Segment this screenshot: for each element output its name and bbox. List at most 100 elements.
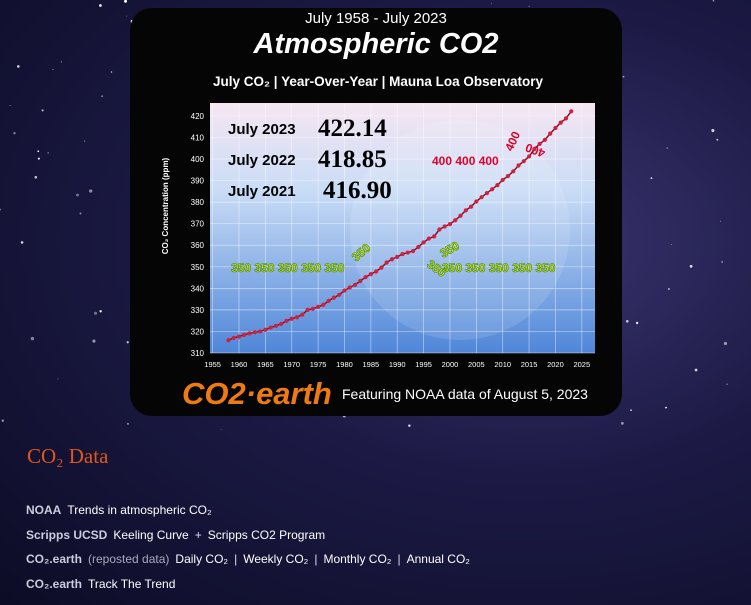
link[interactable]: Keeling Curve	[113, 528, 189, 542]
star	[721, 261, 724, 263]
chart-footer: Featuring NOAA data of August 5, 2023	[342, 386, 588, 402]
data-point	[458, 213, 463, 218]
star	[99, 4, 102, 7]
star	[94, 311, 98, 315]
link-row: Scripps UCSD Keeling Curve + Scripps CO2 Pr…	[22, 528, 325, 542]
star	[126, 422, 129, 425]
star	[694, 368, 698, 372]
data-point	[453, 218, 458, 223]
annotation: 350 350 350 350 350	[231, 261, 345, 275]
data-point	[368, 272, 373, 277]
chart-supertitle: July 1958 - July 2023	[305, 10, 447, 27]
y-tick-label: 310	[191, 349, 205, 358]
data-point	[337, 292, 342, 297]
x-tick-label: 1970	[283, 360, 300, 369]
x-tick-label: 1995	[415, 360, 432, 369]
star	[101, 95, 104, 98]
separator: |	[234, 552, 238, 566]
data-point	[374, 269, 379, 274]
star	[52, 68, 54, 70]
data-point	[537, 141, 542, 147]
highlight-label: July 2022	[228, 152, 296, 169]
data-point	[432, 234, 437, 239]
data-point	[305, 307, 310, 312]
link-row: NOAA Trends in atmospheric CO₂	[22, 503, 212, 517]
data-point	[363, 275, 368, 280]
data-point	[474, 199, 479, 204]
x-tick-label: 1990	[389, 360, 406, 369]
star	[30, 336, 35, 341]
data-point	[294, 315, 300, 320]
data-point	[463, 208, 468, 213]
link[interactable]: Monthly CO₂	[323, 552, 392, 566]
x-tick-label: 2000	[442, 360, 459, 369]
link[interactable]: Daily CO₂	[175, 552, 229, 566]
data-point	[321, 302, 326, 307]
link[interactable]: Scripps CO2 Program	[207, 528, 326, 542]
data-point	[331, 295, 337, 300]
data-point	[310, 306, 315, 311]
data-point	[532, 147, 537, 152]
x-tick-label: 2020	[547, 360, 564, 369]
data-point	[447, 222, 453, 227]
y-tick-label: 400	[191, 155, 205, 164]
source-label: NOAA	[26, 503, 62, 517]
data-point	[416, 244, 421, 250]
star	[668, 288, 670, 290]
x-tick-label: 1975	[310, 360, 327, 369]
link[interactable]: Annual CO₂	[406, 552, 470, 566]
star	[528, 5, 530, 7]
star	[408, 424, 411, 427]
x-tick-label: 2025	[573, 360, 590, 369]
data-point	[426, 236, 431, 241]
link-row: CO₂.earth (reposted data) Daily CO₂ | Weekly…	[22, 552, 470, 566]
data-point	[548, 131, 553, 136]
star	[726, 383, 728, 385]
x-tick-label: 1980	[336, 360, 353, 369]
star	[20, 241, 24, 244]
x-tick-label: 1965	[257, 360, 274, 369]
link[interactable]: Weekly CO₂	[243, 552, 309, 566]
star	[17, 65, 20, 68]
star	[13, 132, 16, 135]
y-axis-label: CO₂ Concentration (ppm)	[161, 157, 170, 254]
star	[60, 61, 62, 63]
annotation: 350 350 350 350 350	[442, 261, 556, 275]
x-tick-label: 2005	[468, 360, 485, 369]
x-tick-label: 1985	[363, 360, 380, 369]
data-point	[526, 154, 532, 159]
star	[670, 243, 673, 245]
star	[84, 140, 86, 142]
y-tick-label: 320	[191, 327, 205, 336]
data-point	[300, 312, 305, 317]
star	[124, 0, 128, 3]
star	[723, 341, 728, 346]
data-point	[326, 298, 331, 303]
data-point	[263, 327, 268, 332]
data-point	[468, 204, 474, 209]
star	[76, 193, 79, 197]
y-tick-label: 360	[191, 241, 205, 250]
star	[34, 175, 38, 179]
data-point	[569, 109, 574, 114]
chart-title: Atmospheric CO2	[253, 28, 499, 60]
star	[79, 212, 82, 215]
data-point	[289, 316, 294, 321]
link[interactable]: Trends in atmospheric CO₂	[67, 503, 212, 517]
star	[92, 339, 96, 343]
star	[620, 421, 624, 425]
y-tick-label: 350	[191, 263, 205, 272]
data-point	[226, 338, 231, 343]
chart-subtitle: July CO₂ | Year-Over-Year | Mauna Loa Ob…	[213, 74, 543, 89]
data-point	[405, 250, 410, 255]
star	[89, 189, 93, 193]
data-point	[511, 169, 516, 174]
star	[0, 208, 2, 211]
star	[126, 341, 129, 344]
y-tick-label: 370	[191, 220, 205, 229]
y-tick-label: 420	[191, 112, 205, 121]
star	[625, 319, 629, 323]
link[interactable]: Track The Trend	[88, 577, 176, 591]
star	[99, 310, 102, 313]
highlight-value: 422.14	[318, 115, 387, 142]
